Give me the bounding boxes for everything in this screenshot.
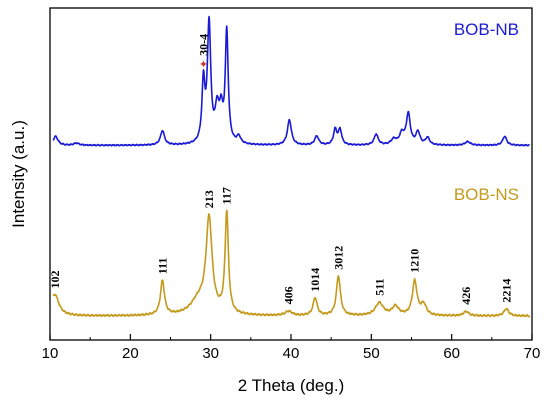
annotation-layer: 30-4 ✦ 102 111 213 117 406 1014 3012 511 1210 426 22…	[48, 34, 513, 305]
legend-label-bob-ns: BOB-NS	[454, 185, 519, 204]
x-tick-label: 50	[363, 345, 380, 362]
y-axis-title: Intensity (a.u.)	[9, 120, 28, 228]
peak-label-117: 117	[220, 187, 234, 204]
peak-label-30-4: 30-4	[196, 34, 210, 56]
peak-label-213: 213	[202, 190, 216, 208]
peak-label-2214: 2214	[499, 279, 513, 303]
peak-label-426: 426	[459, 287, 473, 305]
legend-label-bob-nb: BOB-NB	[454, 20, 519, 39]
x-axis-title: 2 Theta (deg.)	[238, 376, 344, 395]
peak-label-3012: 3012	[331, 246, 345, 270]
peak-label-1014: 1014	[308, 268, 322, 292]
peak-label-102: 102	[48, 271, 62, 289]
peak-label-511: 511	[372, 278, 386, 295]
x-tick-label: 70	[524, 345, 541, 362]
x-tick-label: 20	[122, 345, 139, 362]
x-tick-label: 30	[202, 345, 219, 362]
x-tick-label: 60	[443, 345, 460, 362]
series-line-bob-nb	[52, 15, 531, 147]
peak-label-111: 111	[156, 258, 170, 275]
peak-star-marker: ✦	[199, 58, 208, 71]
peak-label-406: 406	[282, 286, 296, 304]
tick-layer: 10 20 30 40 50 60 70	[42, 334, 541, 362]
x-tick-label: 10	[42, 345, 59, 362]
series-layer	[52, 15, 531, 318]
series-line-bob-ns	[52, 209, 531, 318]
x-tick-label: 40	[283, 345, 300, 362]
peak-label-1210: 1210	[408, 249, 422, 273]
